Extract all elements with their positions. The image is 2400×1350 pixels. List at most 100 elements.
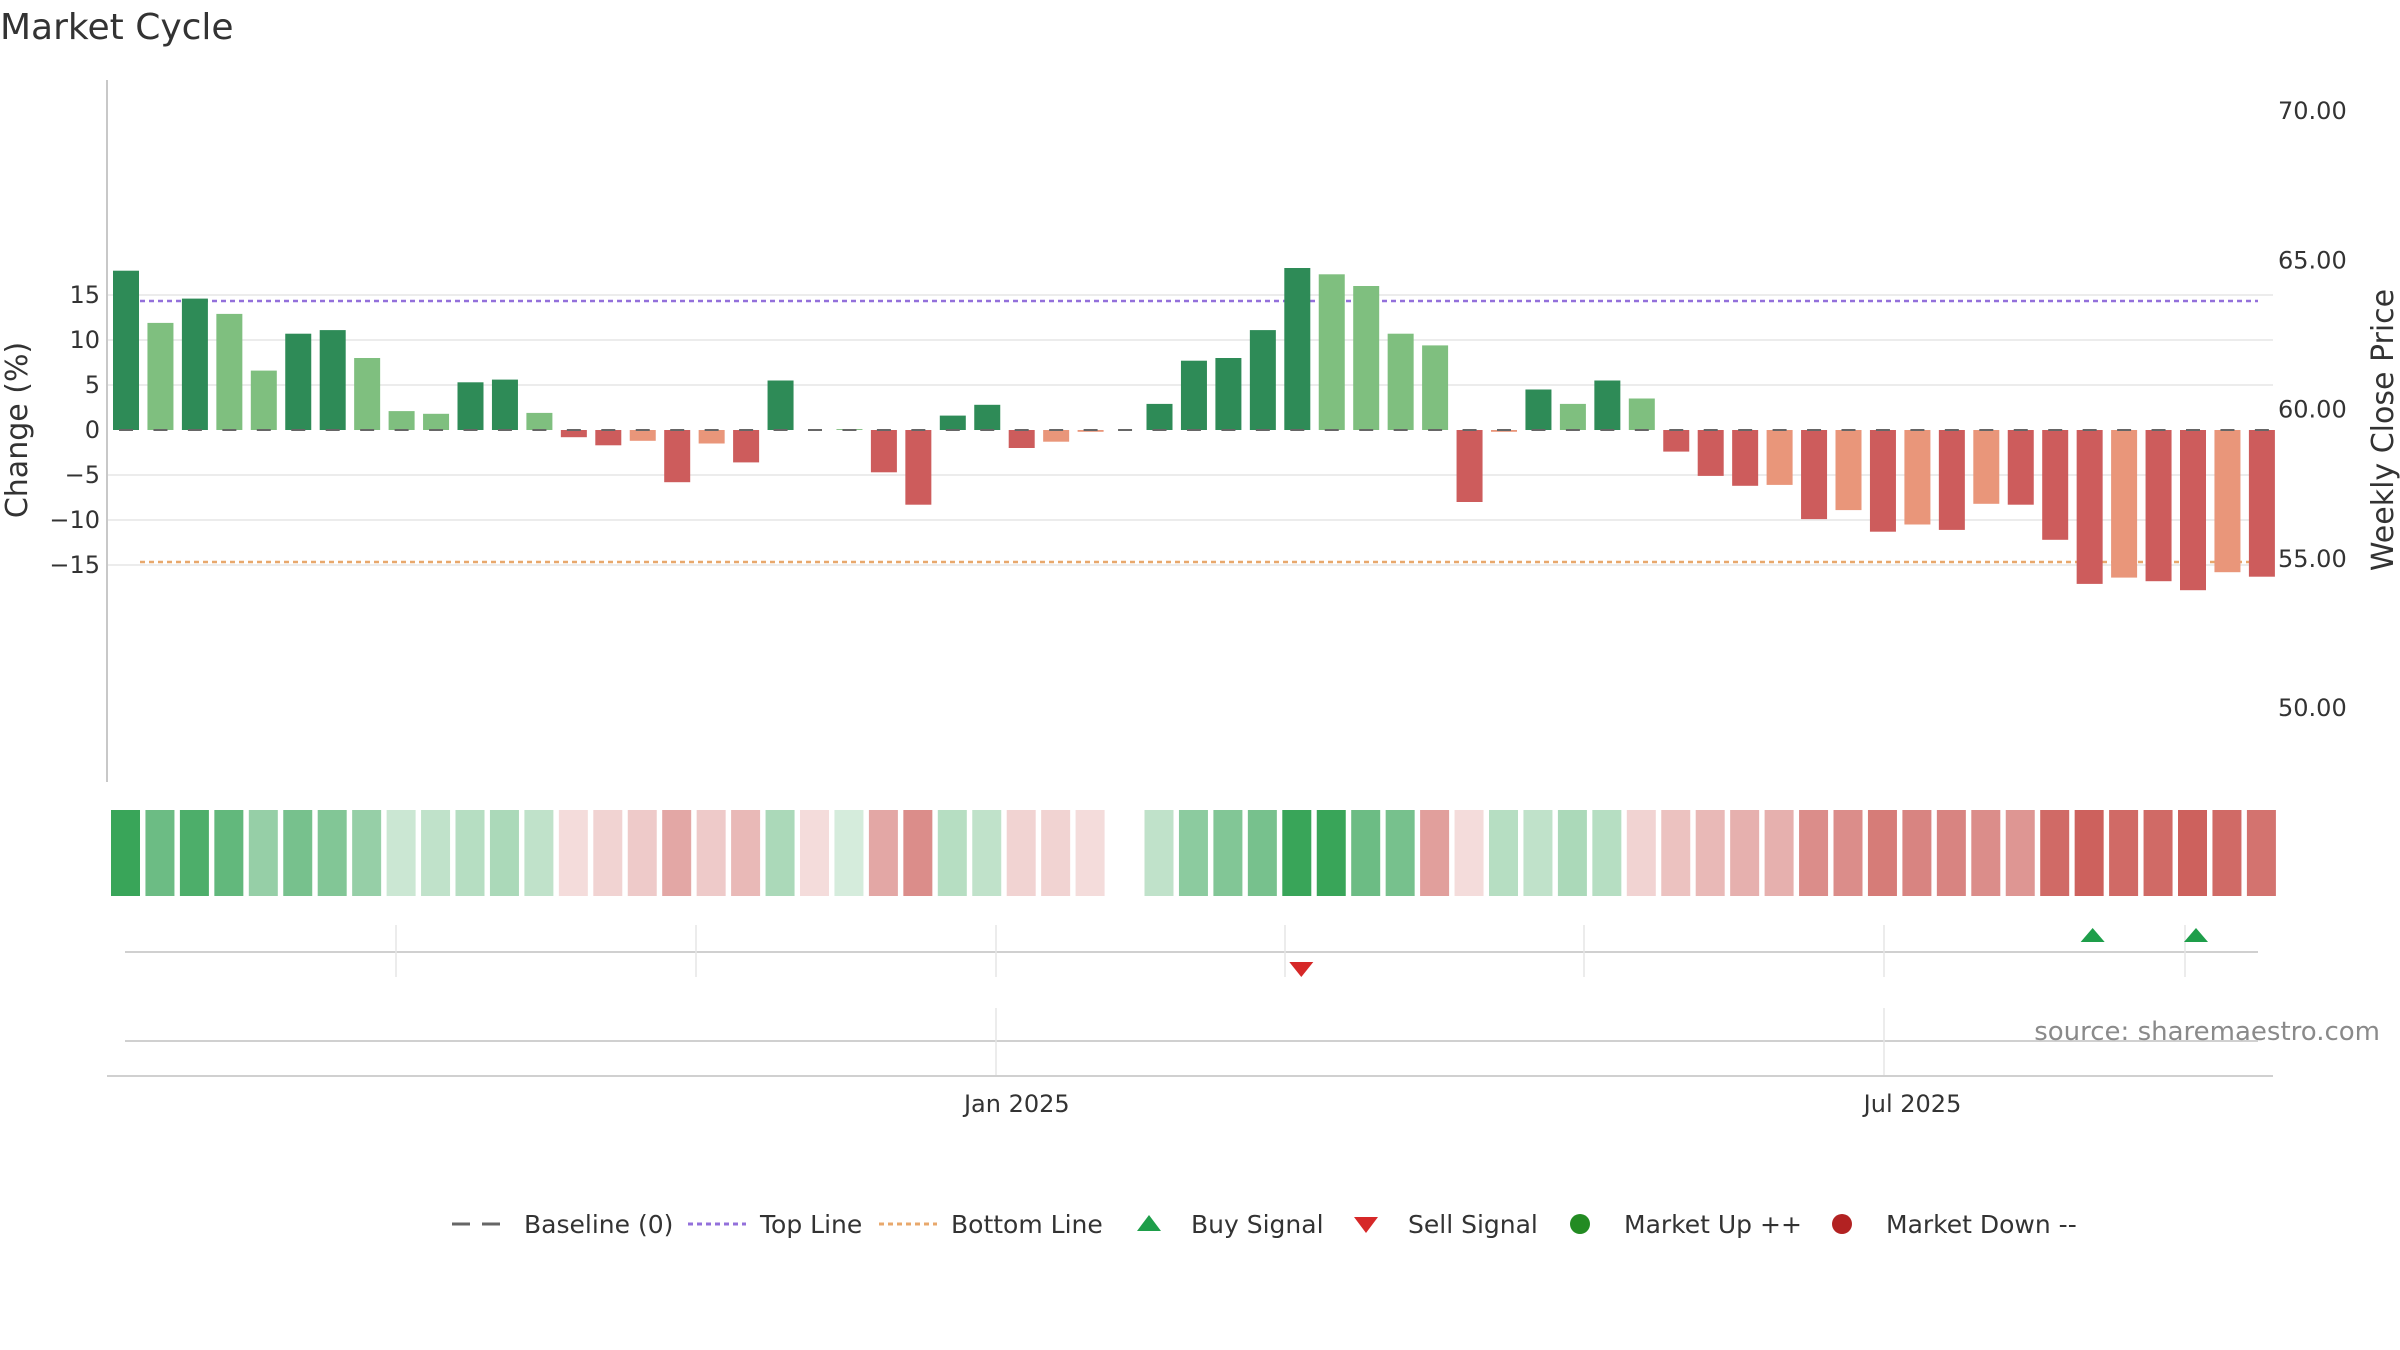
legend-swatch: [1137, 1215, 1161, 1231]
heat-cell: [1282, 810, 1312, 896]
heat-cell: [2005, 810, 2035, 896]
heat-cell: [1523, 810, 1553, 896]
heat-cell: [179, 810, 209, 896]
heat-cell: [1385, 810, 1415, 896]
y-tick-label: 15: [69, 281, 100, 309]
y-tick-label: 10: [69, 326, 100, 354]
legend-swatch: [1354, 1217, 1378, 1233]
bar: [939, 415, 966, 430]
bar: [1422, 345, 1449, 430]
sell-signal-marker: [1289, 962, 1314, 977]
bar: [1869, 430, 1896, 532]
heat-cell: [662, 810, 692, 896]
y2-tick-label: 55.00: [2278, 545, 2347, 573]
bar: [974, 404, 1001, 430]
legend-item: Market Down --: [1832, 1210, 2077, 1239]
bar: [491, 379, 518, 430]
y-tick-label: 0: [85, 416, 100, 444]
bar: [560, 430, 587, 438]
bar: [1973, 430, 2000, 504]
bar: [1766, 430, 1793, 485]
heat-cell: [1799, 810, 1829, 896]
bar: [423, 413, 450, 430]
legend-label: Market Down --: [1886, 1210, 2077, 1239]
heat-cell: [1075, 810, 1105, 896]
heat-cell: [2246, 810, 2276, 896]
chart-title: Market Cycle: [0, 7, 234, 48]
heat-cell: [317, 810, 347, 896]
heat-cell: [868, 810, 898, 896]
y-tick-label: −5: [65, 461, 100, 489]
bar: [1801, 430, 1828, 520]
y-tick-label: 5: [85, 371, 100, 399]
bar: [1594, 380, 1621, 430]
heat-cell: [593, 810, 623, 896]
bar: [1284, 268, 1311, 430]
x-axis-labels: Jan 2025 Jul 2025: [962, 1090, 1961, 1118]
bar: [1904, 430, 1931, 525]
bar: [1628, 398, 1655, 430]
heat-cell: [731, 810, 761, 896]
bar: [2248, 430, 2275, 577]
bar: [181, 298, 208, 430]
bar: [2180, 430, 2206, 591]
legend-label: Market Up ++: [1624, 1210, 1802, 1239]
heat-cell: [1626, 810, 1656, 896]
heat-cell: [352, 810, 382, 896]
bar: [1456, 430, 1483, 502]
bar: [526, 412, 553, 430]
bar: [629, 430, 656, 441]
bar: [870, 430, 897, 473]
heat-cell: [765, 810, 795, 896]
heat-cell: [1316, 810, 1346, 896]
bar: [2007, 430, 2034, 505]
y-axis-title: Change (%): [0, 342, 35, 518]
bar: [113, 270, 139, 430]
bar: [2145, 430, 2172, 582]
heat-cell: [2040, 810, 2070, 896]
bar: [1525, 389, 1552, 430]
bar: [1180, 360, 1207, 430]
bar: [1663, 430, 1690, 452]
source-label: source: sharemaestro.com: [2034, 1017, 2380, 1047]
heat-cell: [2109, 810, 2139, 896]
heat-cell: [1420, 810, 1450, 896]
heat-cell: [903, 810, 933, 896]
heat-cell: [834, 810, 864, 896]
heat-cell: [421, 810, 451, 896]
heat-cell: [2212, 810, 2242, 896]
y-tick-label: −15: [49, 551, 100, 579]
bar: [1697, 430, 1724, 476]
legend-item: Sell Signal: [1354, 1210, 1538, 1239]
legend-item: Market Up ++: [1570, 1210, 1802, 1239]
heat-cell: [524, 810, 554, 896]
bar: [1835, 430, 1862, 511]
bar: [354, 358, 381, 430]
bar: [1146, 403, 1173, 430]
legend-swatch: [1570, 1214, 1590, 1234]
legend-item: Top Line: [688, 1210, 862, 1239]
signals-panel: [125, 925, 2258, 977]
heat-cell: [1454, 810, 1484, 896]
y2-axis-ticks: 70.00 65.00 60.00 55.00 50.00: [2278, 97, 2347, 722]
bar: [2111, 430, 2138, 578]
buy-signal-marker: [2184, 928, 2208, 942]
bars: [113, 268, 2275, 591]
legend-item: Baseline (0): [452, 1210, 673, 1239]
heat-cell: [1764, 810, 1794, 896]
heat-cell: [1730, 810, 1760, 896]
bar: [216, 313, 243, 430]
y2-axis-title: Weekly Close Price: [2366, 289, 2400, 571]
heat-strip: [111, 810, 2276, 896]
heat-cell: [2143, 810, 2173, 896]
signal-markers: [1289, 928, 2208, 977]
market-gridlines: [995, 1008, 1885, 1075]
heat-cell: [1936, 810, 1966, 896]
legend-label: Bottom Line: [951, 1210, 1103, 1239]
legend-item: Bottom Line: [879, 1210, 1103, 1239]
bar: [388, 411, 415, 430]
bar: [595, 430, 622, 446]
heat-cell: [1006, 810, 1036, 896]
bar: [1353, 286, 1380, 430]
bar: [2042, 430, 2069, 540]
